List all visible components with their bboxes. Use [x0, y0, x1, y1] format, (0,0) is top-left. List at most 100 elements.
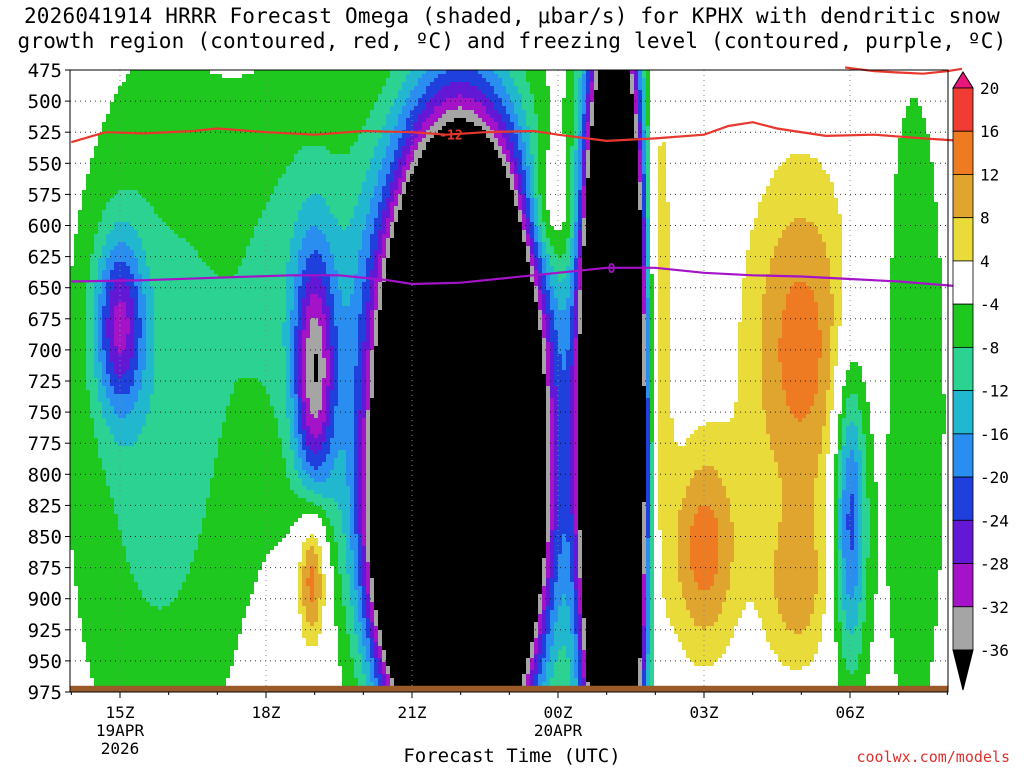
omega-cell: [286, 310, 290, 314]
omega-cell: [762, 298, 786, 302]
omega-cell: [362, 558, 366, 562]
omega-cell: [286, 278, 294, 282]
omega-cell: [326, 198, 358, 202]
omega-cell: [442, 126, 482, 130]
omega-cell: [734, 538, 778, 542]
omega-cell: [98, 338, 102, 342]
omega-cell: [522, 182, 526, 186]
omega-cell: [410, 150, 414, 154]
omega-cell: [366, 326, 370, 330]
omega-cell: [646, 534, 650, 538]
omega-cell: [690, 482, 722, 486]
omega-cell: [834, 294, 842, 298]
omega-cell: [818, 474, 826, 478]
omega-cell: [458, 94, 462, 98]
omega-cell: [550, 510, 554, 514]
omega-cell: [286, 398, 294, 402]
omega-cell: [302, 446, 310, 450]
omega-cell: [338, 386, 354, 390]
omega-cell: [578, 358, 642, 362]
omega-cell: [366, 562, 370, 566]
omega-cell: [366, 446, 370, 450]
omega-cell: [342, 574, 350, 578]
omega-cell: [498, 122, 506, 126]
omega-cell: [330, 322, 334, 326]
omega-cell: [350, 222, 366, 226]
omega-cell: [546, 226, 554, 230]
omega-cell: [646, 606, 650, 610]
omega-cell: [594, 82, 598, 86]
omega-cell: [678, 562, 690, 566]
omega-cell: [574, 334, 578, 338]
omega-cell: [298, 578, 302, 582]
omega-cell: [106, 118, 366, 122]
omega-cell: [298, 342, 302, 346]
omega-cell: [370, 614, 374, 618]
omega-cell: [574, 98, 578, 102]
omega-cell: [522, 138, 530, 142]
omega-cell: [550, 338, 558, 342]
omega-cell: [866, 598, 874, 602]
omega-cell: [582, 314, 642, 318]
omega-cell: [362, 446, 366, 450]
omega-cell: [114, 366, 130, 370]
omega-cell: [298, 310, 302, 314]
omega-cell: [570, 346, 574, 350]
omega-cell: [598, 74, 630, 78]
omega-cell: [698, 582, 714, 586]
omega-cell: [414, 106, 426, 110]
omega-cell: [570, 466, 574, 470]
omega-cell: [534, 98, 550, 102]
omega-cell: [574, 458, 578, 462]
omega-cell: [682, 498, 730, 502]
omega-cell: [122, 350, 134, 354]
omega-cell: [358, 590, 362, 594]
omega-cell: [642, 514, 646, 518]
omega-cell: [526, 174, 530, 178]
omega-cell: [102, 382, 110, 386]
omega-cell: [370, 386, 374, 390]
omega-cell: [650, 610, 654, 614]
omega-cell: [534, 250, 538, 254]
omega-cell: [522, 202, 526, 206]
omega-cell: [574, 462, 578, 466]
omega-cell: [782, 234, 822, 238]
omega-cell: [554, 570, 558, 574]
omega-cell: [86, 290, 94, 294]
omega-cell: [102, 290, 106, 294]
omega-cell: [138, 346, 146, 350]
omega-cell: [558, 522, 574, 526]
omega-cell: [518, 90, 530, 94]
omega-cell: [362, 342, 370, 346]
omega-cell: [302, 318, 306, 322]
omega-cell: [650, 302, 654, 306]
omega-cell: [398, 158, 406, 162]
omega-cell: [154, 382, 234, 386]
omega-cell: [286, 346, 290, 350]
omega-cell: [546, 310, 554, 314]
omega-cell: [546, 386, 550, 390]
omega-cell: [582, 586, 642, 590]
omega-cell: [646, 566, 650, 570]
omega-cell: [298, 398, 302, 402]
omega-cell: [354, 558, 358, 562]
omega-cell: [386, 174, 394, 178]
omega-cell: [574, 574, 578, 578]
omega-cell: [326, 410, 330, 414]
omega-cell: [662, 558, 678, 562]
omega-cell: [578, 562, 582, 566]
omega-cell: [414, 170, 506, 174]
omega-cell: [586, 114, 590, 118]
omega-cell: [690, 550, 718, 554]
omega-cell: [362, 550, 366, 554]
omega-cell: [646, 322, 650, 326]
omega-cell: [662, 550, 678, 554]
omega-cell: [538, 226, 542, 230]
omega-cell: [842, 522, 846, 526]
omega-cell: [890, 410, 946, 414]
omega-cell: [358, 358, 362, 362]
omega-cell: [546, 462, 550, 466]
omega-cell: [294, 158, 370, 162]
omega-cell: [326, 234, 362, 238]
omega-cell: [362, 518, 366, 522]
